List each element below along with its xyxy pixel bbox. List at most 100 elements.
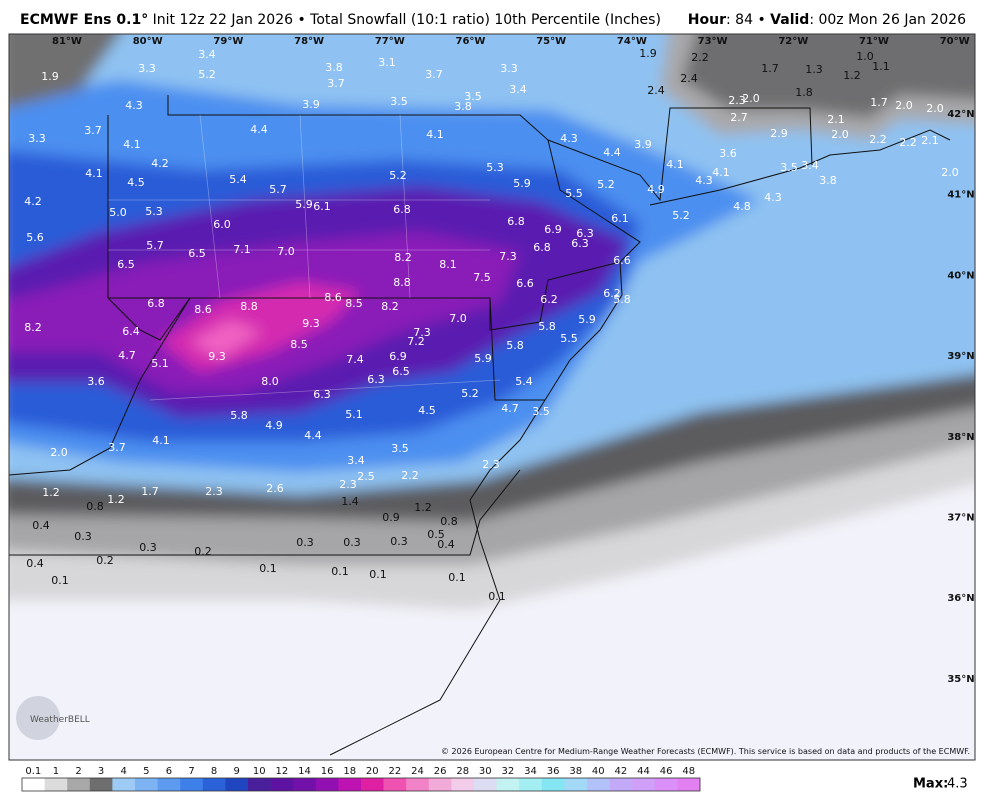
snowfall-label: 2.5: [357, 470, 375, 483]
snowfall-label: 8.2: [24, 321, 42, 334]
snowfall-label: 3.1: [378, 56, 396, 69]
snowfall-label: 3.7: [108, 441, 126, 454]
snowfall-label: 4.3: [695, 174, 713, 187]
snowfall-label: 2.0: [50, 446, 68, 459]
snowfall-label: 4.1: [666, 158, 684, 171]
snowfall-label: 8.1: [439, 258, 457, 271]
snowfall-label: 1.2: [414, 501, 432, 514]
snowfall-label: 0.1: [331, 565, 349, 578]
snowfall-label: 3.4: [801, 159, 819, 172]
latitude-label: 38°N: [947, 432, 974, 443]
snowfall-label: 6.2: [603, 287, 621, 300]
snowfall-label: 6.2: [540, 293, 558, 306]
colorbar-swatch: [202, 778, 226, 791]
snowfall-label: 7.2: [407, 335, 425, 348]
hour-label: Hour: [687, 12, 727, 28]
colorbar-tick-label: 0.1: [25, 766, 41, 777]
snowfall-label: 4.3: [764, 191, 782, 204]
colorbar-tick-label: 24: [411, 766, 424, 777]
snowfall-label: 2.2: [401, 469, 419, 482]
colorbar-swatch: [519, 778, 543, 791]
snowfall-label: 4.4: [603, 146, 621, 159]
snowfall-label: 1.0: [856, 50, 874, 63]
snowfall-label: 5.5: [565, 187, 583, 200]
latitude-label: 35°N: [947, 674, 974, 685]
longitude-label: 81°W: [52, 36, 82, 47]
snowfall-label: 7.4: [346, 353, 364, 366]
colorbar-swatch: [44, 778, 68, 791]
snowfall-label: 3.9: [634, 138, 652, 151]
map-frame: [8, 33, 976, 761]
longitude-label: 70°W: [940, 36, 970, 47]
snowfall-label: 1.7: [141, 485, 159, 498]
colorbar-tick-label: 36: [547, 766, 560, 777]
colorbar-swatch: [89, 778, 113, 791]
snowfall-label: 4.1: [426, 128, 444, 141]
snowfall-label: 5.2: [672, 209, 690, 222]
snowfall-label: 5.9: [295, 198, 313, 211]
snowfall-label: 2.7: [730, 111, 748, 124]
snowfall-label: 3.7: [425, 68, 443, 81]
longitude-label: 80°W: [133, 36, 163, 47]
snowfall-label: 3.9: [302, 98, 320, 111]
colorbar-tick-label: 2: [75, 766, 81, 777]
snowfall-label: 6.6: [613, 254, 631, 267]
snowfall-label: 5.5: [560, 332, 578, 345]
snowfall-label: 1.9: [41, 70, 59, 83]
snowfall-label: 5.4: [229, 173, 247, 186]
snowfall-label: 5.8: [538, 320, 556, 333]
colorbar: 0.1 1 2 3 4 5 6 7 8 9 10 12 14 16 18 20 22 24 26 28 30 32 34 36…: [21, 766, 701, 792]
snowfall-label: 6.8: [533, 241, 551, 254]
snowfall-label: 4.3: [125, 99, 143, 112]
snowfall-label: 8.5: [345, 297, 363, 310]
snowfall-label: 0.3: [139, 541, 157, 554]
snowfall-label: 3.5: [391, 442, 409, 455]
snowfall-label: 6.3: [313, 388, 331, 401]
colorbar-tick-label: 28: [456, 766, 469, 777]
snowfall-label: 5.7: [146, 239, 164, 252]
colorbar-tick-label: 44: [637, 766, 650, 777]
snowfall-label: 8.0: [261, 375, 279, 388]
snowfall-label: 8.2: [381, 300, 399, 313]
colorbar-tick-label: 18: [343, 766, 356, 777]
snowfall-label: 5.1: [151, 357, 169, 370]
colorbar-swatch: [383, 778, 407, 791]
colorbar-swatch: [632, 778, 656, 791]
colorbar-swatch: [587, 778, 610, 791]
snowfall-label: 4.8: [733, 200, 751, 213]
snowfall-label: 3.6: [87, 375, 105, 388]
snowfall-label: 2.1: [921, 134, 939, 147]
longitude-label: 71°W: [859, 36, 889, 47]
snowfall-label: 2.0: [895, 99, 913, 112]
snowfall-label: 1.2: [843, 69, 861, 82]
snowfall-label: 3.4: [509, 83, 527, 96]
snowfall-label: 2.0: [926, 102, 944, 115]
colorbar-tick-label: 48: [682, 766, 695, 777]
snowfall-label: 0.1: [51, 574, 69, 587]
snowfall-label: 4.1: [712, 166, 730, 179]
snowfall-label: 2.3: [728, 94, 746, 107]
latitude-label: 41°N: [947, 190, 974, 201]
snowfall-label: 8.8: [393, 276, 411, 289]
longitude-label: 77°W: [375, 36, 405, 47]
snowfall-label: 6.9: [389, 350, 407, 363]
longitude-label: 74°W: [617, 36, 647, 47]
snowfall-label: 3.5: [780, 161, 798, 174]
colorbar-tick-label: 32: [502, 766, 515, 777]
snowfall-label: 5.8: [230, 409, 248, 422]
snowfall-label: 7.3: [499, 250, 517, 263]
snowfall-label: 2.0: [742, 92, 760, 105]
colorbar-swatch: [270, 778, 294, 791]
snowfall-label: 5.9: [578, 313, 596, 326]
snowfall-label: 5.4: [515, 375, 533, 388]
snowfall-label: 3.8: [454, 100, 472, 113]
snowfall-label: 6.6: [516, 277, 534, 290]
snowfall-label: 8.6: [194, 303, 212, 316]
snowfall-label: 1.9: [639, 47, 657, 60]
latitude-label: 37°N: [947, 513, 974, 524]
colorbar-tick-label: 26: [434, 766, 447, 777]
snowfall-label: 3.4: [347, 454, 365, 467]
